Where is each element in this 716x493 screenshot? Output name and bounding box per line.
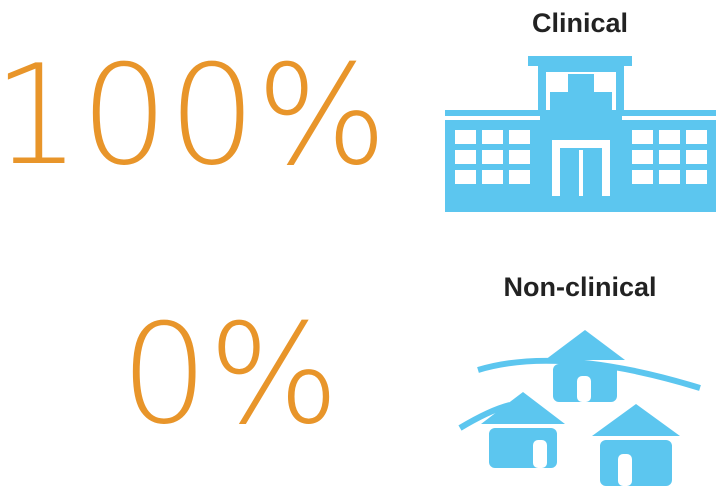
- window: [509, 170, 530, 184]
- window: [632, 150, 653, 164]
- window: [482, 130, 503, 144]
- window: [455, 170, 476, 184]
- window: [509, 130, 530, 144]
- window: [632, 170, 653, 184]
- window: [686, 130, 707, 144]
- window: [482, 150, 503, 164]
- window: [509, 150, 530, 164]
- window: [455, 130, 476, 144]
- window: [686, 150, 707, 164]
- percent: 0%: [121, 294, 340, 455]
- label: Clinical: [532, 8, 628, 38]
- windows: [455, 130, 707, 184]
- window: [482, 170, 503, 184]
- label: Non-clinical: [503, 272, 656, 302]
- window: [455, 150, 476, 164]
- huts-icon: [458, 330, 701, 486]
- percent: 100%: [0, 35, 387, 196]
- window: [659, 130, 680, 144]
- window: [659, 170, 680, 184]
- window: [659, 150, 680, 164]
- window: [632, 130, 653, 144]
- window: [686, 170, 707, 184]
